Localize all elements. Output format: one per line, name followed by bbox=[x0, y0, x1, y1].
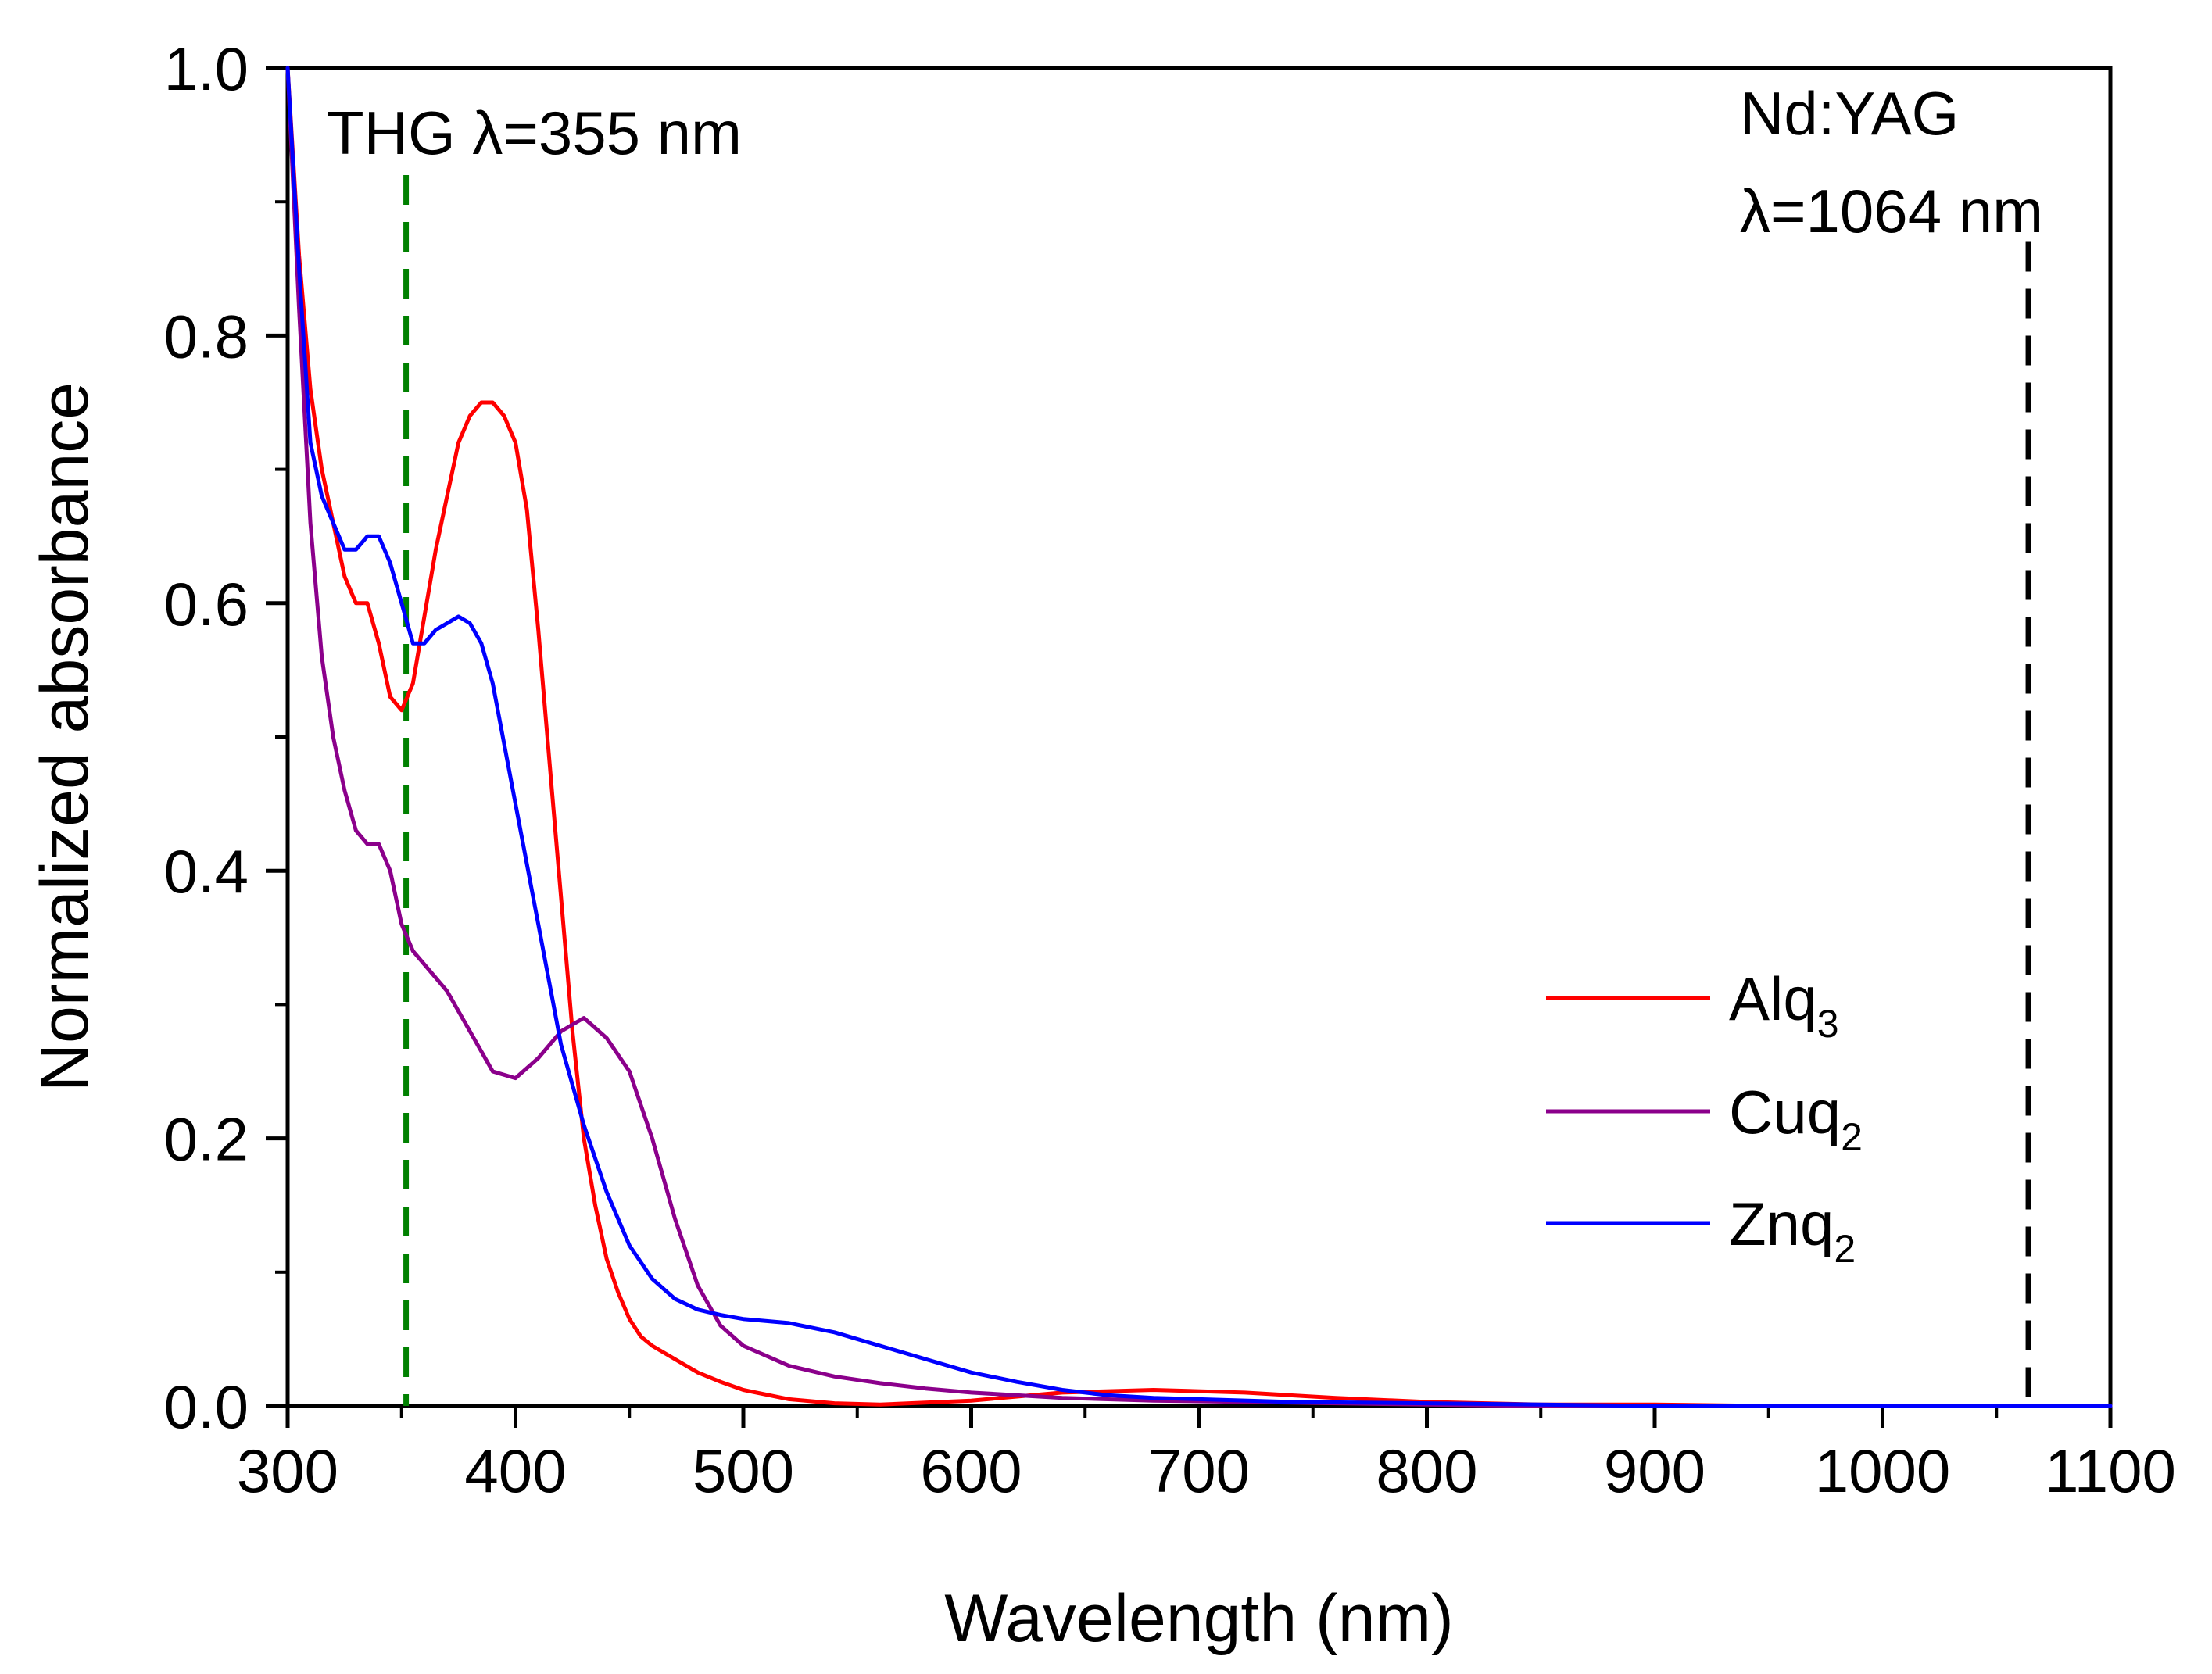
x-tick-label: 800 bbox=[1376, 1436, 1477, 1505]
y-tick-labels: 0.0 0.2 0.4 0.6 0.8 1.0 bbox=[164, 34, 249, 1441]
x-tick-label: 1100 bbox=[2045, 1436, 2176, 1505]
thg-annotation: THG λ=355 nm bbox=[327, 98, 742, 167]
ndyag-annotation-line1: Nd:YAG bbox=[1740, 79, 1959, 148]
x-tick-label: 500 bbox=[693, 1436, 794, 1505]
ndyag-annotation-line2: λ=1064 nm bbox=[1740, 177, 2043, 245]
y-tick-label: 0.4 bbox=[164, 837, 249, 906]
x-tick-label: 600 bbox=[920, 1436, 1022, 1505]
legend-label-alq: Alq3 bbox=[1729, 964, 1839, 1046]
y-tick-label: 0.2 bbox=[164, 1105, 249, 1174]
y-tick-label: 0.6 bbox=[164, 570, 249, 638]
x-tick-label: 300 bbox=[237, 1436, 338, 1505]
series-line-znq bbox=[285, 66, 2113, 1408]
x-tick-labels: 300 400 500 600 700 800 900 1000 1100 bbox=[237, 1436, 2176, 1505]
legend-label-znq: Znq2 bbox=[1729, 1189, 1856, 1271]
legend: Alq3 Cuq2 Znq2 bbox=[1546, 964, 1863, 1271]
axis-ticks bbox=[266, 66, 2113, 1428]
reference-lines bbox=[403, 174, 2031, 1406]
data-series bbox=[285, 66, 2113, 1408]
x-tick-label: 400 bbox=[464, 1436, 566, 1505]
x-tick-label: 1000 bbox=[1815, 1436, 1951, 1505]
legend-label-cuq: Cuq2 bbox=[1729, 1078, 1863, 1159]
x-tick-label: 900 bbox=[1604, 1436, 1706, 1505]
y-tick-label: 0.8 bbox=[164, 302, 249, 370]
y-axis-title: Normalized absorbance bbox=[27, 382, 102, 1092]
y-tick-label: 1.0 bbox=[164, 34, 249, 103]
series-line-cuq bbox=[285, 66, 2113, 1408]
x-axis-title: Wavelength (nm) bbox=[944, 1581, 1454, 1656]
y-tick-label: 0.0 bbox=[164, 1372, 249, 1441]
plot-frame bbox=[285, 66, 2113, 1408]
x-tick-label: 700 bbox=[1148, 1436, 1250, 1505]
series-line-alq bbox=[285, 66, 2113, 1408]
